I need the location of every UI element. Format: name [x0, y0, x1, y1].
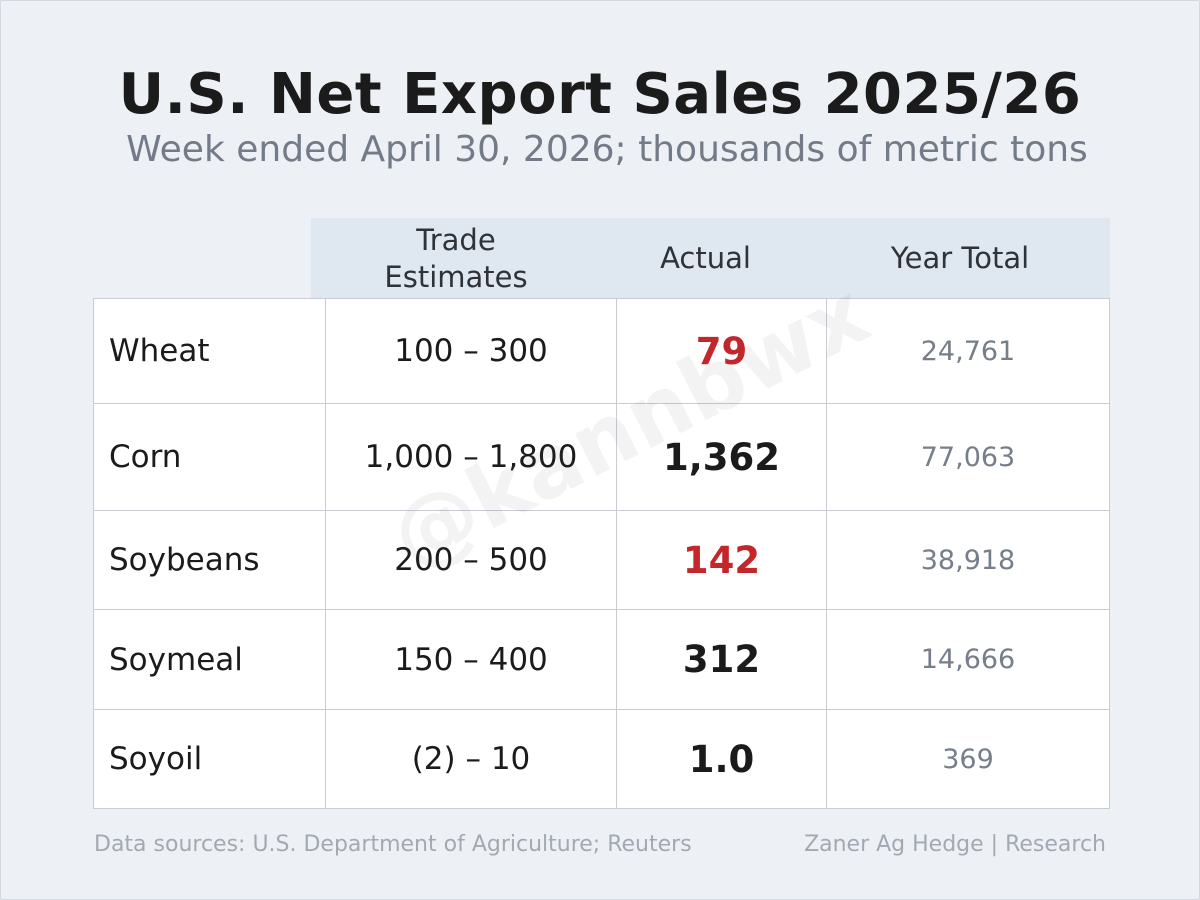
actual-value-cell: 79 [616, 298, 827, 404]
actual-value-cell: 142 [616, 510, 827, 610]
year-total-cell: 38,918 [826, 510, 1110, 610]
column-header-actual: Actual [660, 241, 751, 275]
table-body: Wheat 100 – 300 79 24,761 Corn 1,000 – 1,800 1… [93, 298, 1110, 809]
column-header-trade-estimates-line2: Estimates [384, 259, 528, 294]
table-row: Soymeal 150 – 400 312 14,666 [93, 609, 1110, 710]
commodity-cell: Soyoil [93, 709, 326, 809]
year-total-cell: 14,666 [826, 609, 1110, 710]
column-header-year-total: Year Total [890, 241, 1030, 275]
table-row: Corn 1,000 – 1,800 1,362 77,063 [93, 403, 1110, 511]
trade-estimate-cell: 200 – 500 [325, 510, 617, 610]
actual-value-cell: 1,362 [616, 403, 827, 511]
year-total-cell: 24,761 [826, 298, 1110, 404]
column-header-trade-estimates: Trade Estimates [311, 218, 601, 299]
trade-estimate-cell: 100 – 300 [325, 298, 617, 404]
year-total-cell: 369 [826, 709, 1110, 809]
column-header-trade-estimates-line1: Trade [416, 222, 496, 257]
table-row: Soyoil (2) – 10 1.0 369 [93, 709, 1110, 809]
chart-title: U.S. Net Export Sales 2025/26 [118, 62, 1082, 127]
commodity-cell: Soybeans [93, 510, 326, 610]
export-sales-table: Wheat 100 – 300 79 24,761 Corn 1,000 – 1,800 1… [93, 298, 1110, 809]
chart-subtitle: Week ended April 30, 2026; thousands of … [126, 129, 1088, 170]
trade-estimate-cell: (2) – 10 [325, 709, 617, 809]
year-total-cell: 77,063 [826, 403, 1110, 511]
header-band [311, 218, 1110, 299]
trade-estimate-cell: 150 – 400 [325, 609, 617, 710]
credit-note: Zaner Ag Hedge | Research [804, 832, 1106, 857]
commodity-cell: Corn [93, 403, 326, 511]
actual-value-cell: 1.0 [616, 709, 827, 809]
commodity-cell: Wheat [93, 298, 326, 404]
commodity-cell: Soymeal [93, 609, 326, 710]
data-source-note: Data sources: U.S. Department of Agricul… [94, 832, 692, 857]
actual-value-cell: 312 [616, 609, 827, 710]
table-row: Soybeans 200 – 500 142 38,918 [93, 510, 1110, 610]
table-row: Wheat 100 – 300 79 24,761 [93, 298, 1110, 404]
trade-estimate-cell: 1,000 – 1,800 [325, 403, 617, 511]
